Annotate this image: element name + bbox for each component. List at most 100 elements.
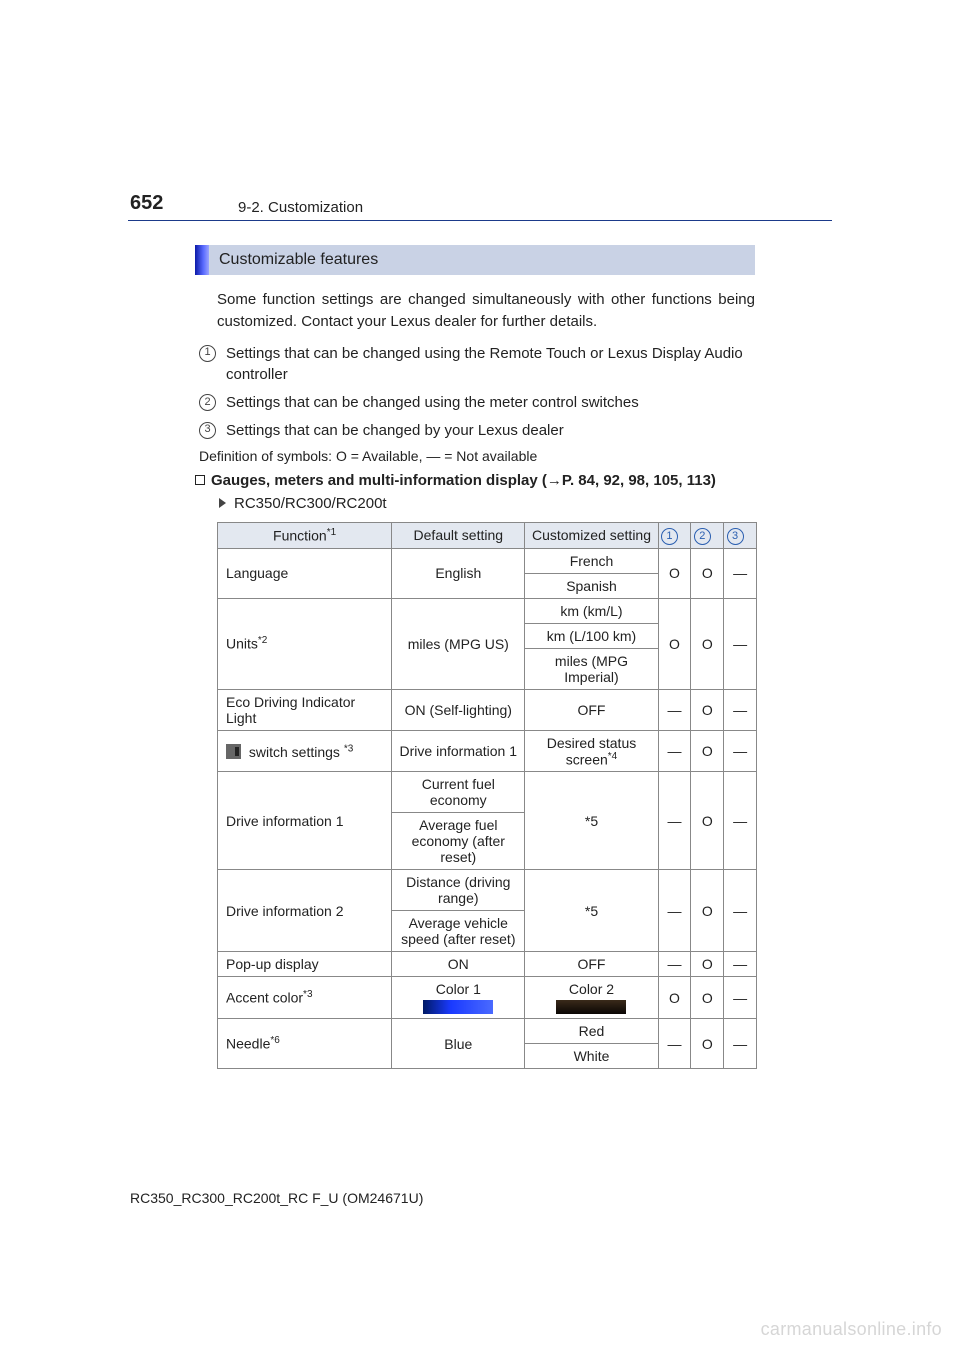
- cell-avail: O: [691, 952, 724, 977]
- cell-custom: *5: [525, 772, 658, 870]
- cell-custom: Desired status screen*4: [525, 730, 658, 772]
- color-swatch-blue: [423, 1000, 493, 1014]
- cell-custom: OFF: [525, 689, 658, 730]
- method-item-1: 1 Settings that can be changed using the…: [199, 343, 755, 387]
- cell-default: Drive information 1: [392, 730, 525, 772]
- cell-default: English: [392, 548, 525, 598]
- triangle-bullet-icon: [219, 498, 226, 508]
- table-row: Drive information 2 Distance (driving ra…: [218, 870, 757, 911]
- table-row: Needle*6 Blue Red — O —: [218, 1019, 757, 1044]
- feature-title: Customizable features: [209, 245, 755, 275]
- table-row: Pop-up display ON OFF — O —: [218, 952, 757, 977]
- cell-avail: O: [691, 730, 724, 772]
- cell-custom: Spanish: [525, 573, 658, 598]
- col-custom: Customized setting: [525, 522, 658, 548]
- subheading-text: RC350/RC300/RC200t: [234, 495, 387, 512]
- method-text: Settings that can be changed by your Lex…: [226, 420, 564, 442]
- cell-avail: —: [658, 952, 691, 977]
- section-label: 9-2. Customization: [238, 199, 363, 216]
- col-method-3: 3: [724, 522, 757, 548]
- cell-avail: O: [658, 977, 691, 1019]
- header-rule: [128, 220, 832, 221]
- circled-1-icon: 1: [199, 345, 216, 362]
- cell-custom: French: [525, 548, 658, 573]
- method-text: Settings that can be changed using the R…: [226, 343, 755, 387]
- cell-avail: —: [724, 689, 757, 730]
- page-number: 652: [130, 192, 163, 215]
- watermark: carmanualsonline.info: [761, 1319, 942, 1340]
- circled-2-icon: 2: [199, 394, 216, 411]
- cell-avail: O: [691, 772, 724, 870]
- cell-custom: km (km/L): [525, 598, 658, 623]
- cell-default: Average vehicle speed (after reset): [392, 911, 525, 952]
- cell-function: Pop-up display: [218, 952, 392, 977]
- cell-default: Average fuel economy (after reset): [392, 813, 525, 870]
- circled-1-icon: 1: [661, 528, 678, 545]
- color-swatch-dark: [556, 1000, 626, 1014]
- col-method-2: 2: [691, 522, 724, 548]
- customization-table: Function*1 Default setting Customized se…: [217, 522, 757, 1070]
- table-row: Drive information 1 Current fuel economy…: [218, 772, 757, 813]
- heading-text: Gauges, meters and multi-information dis…: [211, 472, 716, 489]
- table-row: Eco Driving Indicator Light ON (Self-lig…: [218, 689, 757, 730]
- cell-avail: O: [691, 689, 724, 730]
- cell-function: Drive information 1: [218, 772, 392, 870]
- cell-default: Distance (driving range): [392, 870, 525, 911]
- cell-avail: —: [658, 730, 691, 772]
- cell-avail: O: [691, 548, 724, 598]
- cell-function: Drive information 2: [218, 870, 392, 952]
- cell-function: Accent color*3: [218, 977, 392, 1019]
- feature-bar-accent: [195, 245, 209, 275]
- col-method-1: 1: [658, 522, 691, 548]
- symbol-definition: Definition of symbols: O = Available, — …: [199, 448, 755, 464]
- cell-avail: —: [658, 689, 691, 730]
- page: 652 9-2. Customization Customizable feat…: [0, 0, 960, 1358]
- circled-2-icon: 2: [694, 528, 711, 545]
- subheading: RC350/RC300/RC200t: [219, 495, 755, 512]
- cell-function: Units*2: [218, 598, 392, 689]
- disp-switch-icon: [226, 744, 241, 759]
- cell-avail: O: [691, 1019, 724, 1069]
- cell-avail: O: [691, 977, 724, 1019]
- circled-3-icon: 3: [727, 528, 744, 545]
- cell-function: switch settings *3: [218, 730, 392, 772]
- cell-default: miles (MPG US): [392, 598, 525, 689]
- circled-3-icon: 3: [199, 422, 216, 439]
- cell-avail: —: [658, 772, 691, 870]
- cell-default: ON (Self-lighting): [392, 689, 525, 730]
- cell-avail: —: [724, 730, 757, 772]
- method-list: 1 Settings that can be changed using the…: [199, 343, 755, 442]
- cell-custom: Red: [525, 1019, 658, 1044]
- cell-avail: O: [691, 870, 724, 952]
- cell-default: Color 1: [392, 977, 525, 1019]
- group-heading: Gauges, meters and multi-information dis…: [195, 472, 755, 489]
- cell-avail: —: [658, 1019, 691, 1069]
- cell-custom: *5: [525, 870, 658, 952]
- cell-avail: O: [691, 598, 724, 689]
- cell-default: ON: [392, 952, 525, 977]
- content-area: Customizable features Some function sett…: [195, 245, 755, 1069]
- cell-avail: —: [724, 952, 757, 977]
- cell-avail: —: [724, 598, 757, 689]
- table-header-row: Function*1 Default setting Customized se…: [218, 522, 757, 548]
- cell-avail: —: [724, 870, 757, 952]
- table-row: switch settings *3 Drive information 1 D…: [218, 730, 757, 772]
- cell-default: Current fuel economy: [392, 772, 525, 813]
- cell-avail: —: [724, 772, 757, 870]
- square-bullet-icon: [195, 475, 205, 485]
- method-text: Settings that can be changed using the m…: [226, 392, 639, 414]
- cell-function: Needle*6: [218, 1019, 392, 1069]
- table-row: Units*2 miles (MPG US) km (km/L) O O —: [218, 598, 757, 623]
- cell-default: Blue: [392, 1019, 525, 1069]
- cell-function: Eco Driving Indicator Light: [218, 689, 392, 730]
- cell-custom: miles (MPG Imperial): [525, 648, 658, 689]
- table-row: Language English French O O —: [218, 548, 757, 573]
- feature-title-bar: Customizable features: [195, 245, 755, 275]
- cell-avail: O: [658, 548, 691, 598]
- footer-text: RC350_RC300_RC200t_RC F_U (OM24671U): [130, 1190, 423, 1206]
- cell-avail: —: [724, 1019, 757, 1069]
- cell-custom: km (L/100 km): [525, 623, 658, 648]
- cell-avail: —: [724, 548, 757, 598]
- cell-avail: O: [658, 598, 691, 689]
- cell-function: Language: [218, 548, 392, 598]
